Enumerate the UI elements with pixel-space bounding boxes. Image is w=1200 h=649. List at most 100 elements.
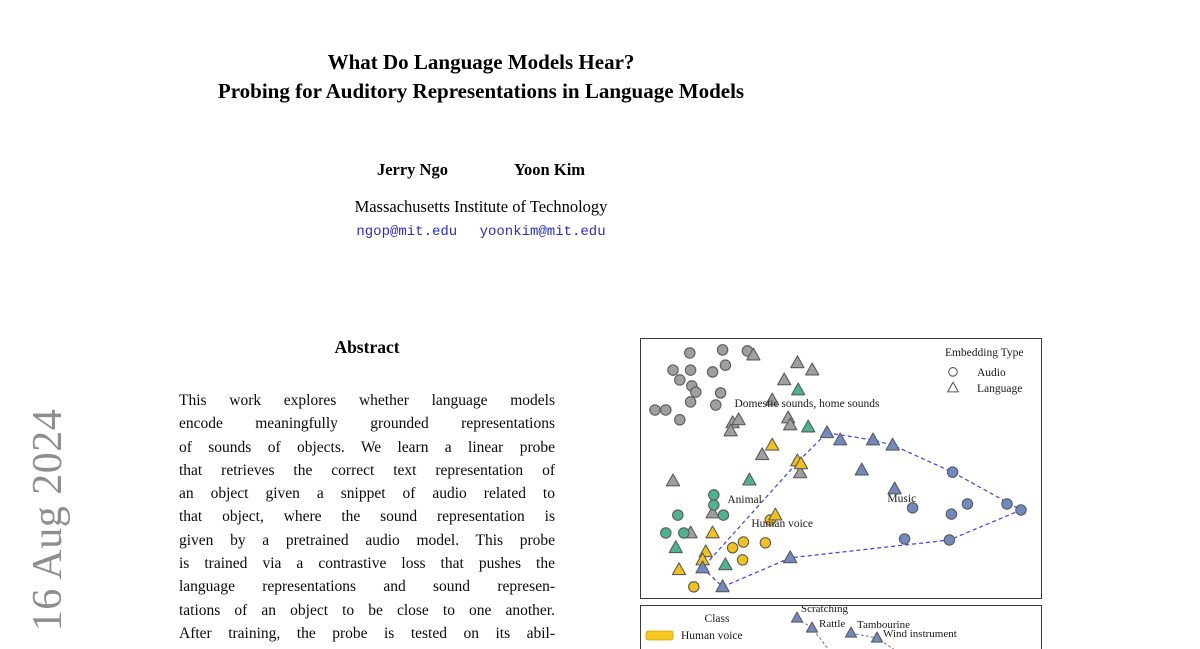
scatter-point-circle [684, 347, 696, 359]
paper-title: What Do Language Models Hear? Probing fo… [0, 48, 962, 106]
scatter-point-triangle [865, 432, 881, 446]
scatter-point-triangle [746, 347, 761, 361]
scatter-point-circle [716, 344, 729, 356]
figure1-svg: Domestic sounds, home sounds Animal Human … [649, 344, 1027, 593]
point-label: Wind instrument [883, 628, 957, 640]
scatter-point-circle [688, 581, 700, 593]
scatter-point-circle [1015, 504, 1027, 516]
abstract-line: given by a pretrained audio model. This … [179, 531, 555, 549]
scatter-point-circle [726, 542, 739, 554]
email-link-2[interactable]: yoonkim@mit.edu [479, 224, 606, 240]
legend-audio-circle-icon [948, 367, 958, 377]
scatter-point-circle [690, 386, 702, 398]
figure2-class-scatter-partial: Scratching Rattle Tambourine Wind instrumen… [640, 605, 1042, 649]
cluster-label: Music [887, 493, 916, 505]
scatter-point-triangle [833, 432, 848, 446]
point-label: Scratching [801, 606, 849, 615]
author-name-2: Yoon Kim [513, 160, 586, 179]
scatter-point-triangle [695, 560, 710, 574]
figure1-embedding-scatter: Domestic sounds, home sounds Animal Human … [640, 338, 1042, 599]
scatter-point-triangle [765, 437, 780, 451]
scatter-point-circle [708, 489, 720, 501]
scatter-point-circle [672, 509, 684, 521]
scatter-point-circle [710, 399, 722, 411]
scatter-point-circle [674, 374, 686, 386]
scatter-point-triangle [819, 425, 835, 439]
scatter-point-circle [684, 364, 697, 376]
scatter-point-triangle [742, 472, 757, 486]
affiliation: Massachusetts Institute of Technology [354, 197, 608, 216]
scatter-point-circle [684, 396, 697, 408]
scatter-point-circle [961, 498, 974, 510]
abstract-heading: Abstract [334, 337, 400, 357]
scatter-point-triangle [665, 473, 681, 487]
scatter-point-triangle [870, 631, 884, 643]
scatter-point-circle [706, 366, 719, 378]
scatter-point-circle [737, 536, 750, 548]
legend-title: Embedding Type [945, 347, 1024, 359]
email-row: ngop@mit.edu yoonkim@mit.edu [0, 224, 962, 240]
scatter-point-triangle [791, 382, 806, 396]
scatter-point-triangle [887, 481, 902, 495]
abstract-line: After training, the probe is tested on i… [179, 624, 555, 642]
scatter-point-triangle [705, 525, 720, 539]
email-link-1[interactable]: ngop@mit.edu [356, 224, 458, 240]
abstract-line: an object given a snippet of audio relat… [179, 485, 555, 503]
scatter-point-circle [660, 404, 672, 416]
scatter-point-triangle [705, 505, 720, 519]
scatter-point-circle [708, 499, 720, 511]
scatter-point-circle [736, 554, 749, 566]
scatter-point-triangle [715, 579, 730, 593]
abstract-line: encode meaningfully grounded representat… [179, 415, 555, 433]
legend-title: Class [705, 613, 730, 625]
abstract-line: that object, where the sound representat… [179, 508, 555, 526]
paper-title-line1: What Do Language Models Hear? [327, 50, 635, 74]
legend-language-label: Language [977, 383, 1022, 395]
abstract-line: This work explores whether language mode… [179, 392, 555, 409]
scatter-point-circle [1001, 498, 1013, 510]
cluster-label: Animal [727, 494, 762, 506]
point-label: Tambourine [857, 619, 910, 631]
scatter-point-circle [667, 364, 679, 376]
scatter-point-circle [906, 502, 919, 514]
scatter-point-triangle [844, 626, 858, 638]
scatter-point-circle [946, 466, 959, 478]
legend-human-voice-label: Human voice [681, 630, 743, 642]
scatter-point-circle [898, 533, 911, 545]
abstract-line: tations of an object to be close to one … [179, 601, 555, 619]
scatter-point-circle [678, 527, 690, 539]
scatter-point-triangle [671, 562, 687, 576]
abstract-line: is trained via a contrastive loss that p… [179, 555, 555, 573]
scatter-point-triangle [793, 465, 808, 479]
scatter-point-triangle [805, 621, 819, 633]
legend-language-triangle-icon [947, 381, 959, 393]
abstract-line: of sounds of objects. We learn a linear … [179, 438, 555, 456]
arxiv-date-sidebar: 16 Aug 2024 [25, 408, 71, 632]
scatter-point-circle [717, 509, 730, 521]
paper-header: What Do Language Models Hear? Probing fo… [0, 0, 962, 270]
scatter-point-triangle [718, 557, 733, 571]
scatter-point-triangle [731, 412, 746, 426]
scatter-point-circle [759, 537, 772, 549]
author-row: Jerry Ngo Yoon Kim [0, 160, 962, 180]
scatter-point-triangle [793, 456, 809, 470]
scatter-point-triangle [723, 423, 738, 437]
scatter-point-triangle [765, 392, 780, 406]
legend-audio-label: Audio [977, 367, 1006, 379]
scatter-point-triangle [790, 355, 805, 369]
cluster-label: Human voice [751, 518, 813, 530]
music-cluster-hull-outline [701, 432, 1023, 588]
scatter-point-circle [714, 387, 727, 399]
paper-title-line2: Probing for Auditory Representations in … [217, 79, 745, 103]
scatter-point-circle [660, 527, 672, 539]
scatter-point-triangle [768, 507, 783, 521]
scatter-point-triangle [805, 362, 820, 376]
scatter-point-triangle [783, 417, 798, 431]
scatter-point-triangle [755, 447, 770, 461]
scatter-point-triangle [885, 437, 900, 451]
author-name-1: Jerry Ngo [376, 160, 448, 179]
cluster-label: Domestic sounds, home sounds [734, 398, 880, 410]
scatter-point-circle [649, 404, 661, 416]
